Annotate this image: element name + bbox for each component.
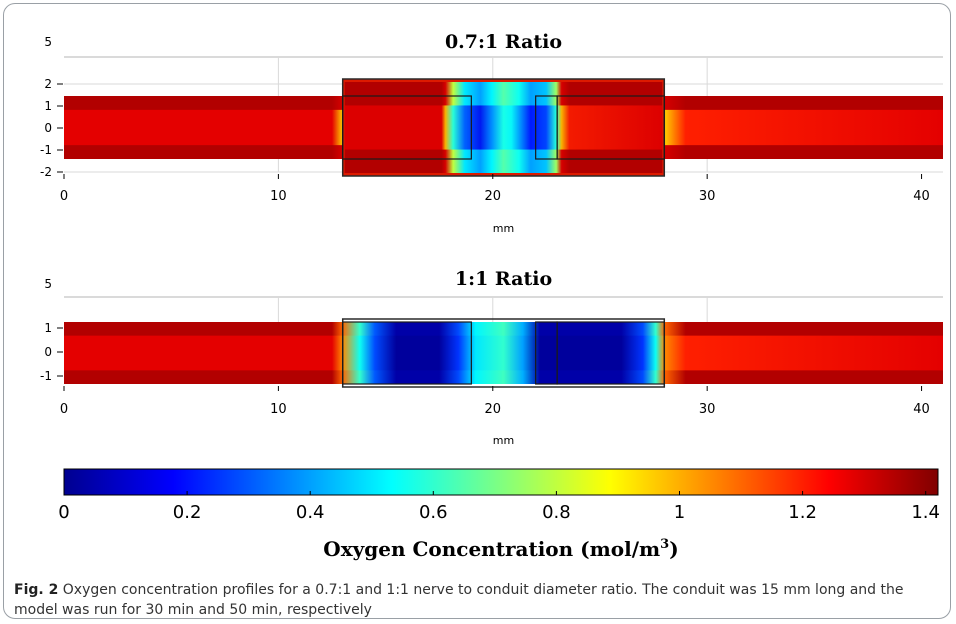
x-tick-label: 0 <box>60 189 68 204</box>
caption-label: Fig. 2 <box>14 582 59 598</box>
y-tick-label: 2 <box>44 77 52 91</box>
x-axis-label: mm <box>493 222 514 235</box>
x-tick-label: 30 <box>699 402 716 417</box>
nerve-segment-outline <box>342 321 472 385</box>
x-tick-label: 20 <box>485 189 502 204</box>
colorbar-tick-label: 1.4 <box>911 502 940 523</box>
colorbar-label-superscript: 3 <box>660 537 669 552</box>
x-tick-label: 0 <box>60 402 68 417</box>
colorbar-tick-label: 0.2 <box>173 502 202 523</box>
colorbar-tick-label: 0.6 <box>419 502 448 523</box>
y-tick-label: 0 <box>44 345 52 359</box>
nerve-segment-outline <box>556 321 665 385</box>
y-axis-extra-label: 5 <box>44 277 52 291</box>
caption-text: Oxygen concentration profiles for a 0.7:… <box>14 582 904 618</box>
colorbar-label-text: Oxygen Concentration (mol/m <box>323 537 660 561</box>
y-tick-label: -1 <box>40 369 52 383</box>
colorbar: 0 0.2 0.4 0.6 0.8 1 1.2 1.4 Oxygen Concentration… <box>58 468 940 561</box>
colorbar-tick-label: 1 <box>674 502 685 523</box>
figure-caption: Fig. 2 Oxygen concentration profiles for… <box>14 580 934 620</box>
colorbar-tick-label: 0.4 <box>296 502 325 523</box>
nerve-field-center <box>64 335 943 371</box>
colorbar-tick-label: 0 <box>58 502 69 523</box>
colorbar-label: Oxygen Concentration (mol/m3) <box>323 537 678 561</box>
y-tick-label: 0 <box>44 121 52 135</box>
y-tick-label: -2 <box>40 165 52 179</box>
nerve-segment-outline <box>342 95 472 160</box>
colorbar-tick-label: 1.2 <box>788 502 817 523</box>
y-tick-label: -1 <box>40 143 52 157</box>
colorbar-tick-label: 0.8 <box>542 502 571 523</box>
colorbar-bar <box>63 468 939 496</box>
x-tick-label: 40 <box>913 189 930 204</box>
x-tick-label: 40 <box>913 402 930 417</box>
y-axis-extra-label: 5 <box>44 35 52 49</box>
colorbar-label-close: ) <box>669 537 678 561</box>
y-tick-label: 1 <box>44 321 52 335</box>
conduit-core <box>344 105 663 150</box>
nerve-segment-outline <box>556 95 665 160</box>
y-tick-label: 1 <box>44 99 52 113</box>
x-tick-label: 20 <box>485 402 502 417</box>
chart-title: 1:1 Ratio <box>455 268 552 290</box>
x-tick-label: 30 <box>699 189 716 204</box>
x-tick-label: 10 <box>270 189 287 204</box>
x-tick-label: 10 <box>270 402 287 417</box>
x-axis-label: mm <box>493 434 514 447</box>
chart-title: 0.7:1 Ratio <box>445 31 562 53</box>
